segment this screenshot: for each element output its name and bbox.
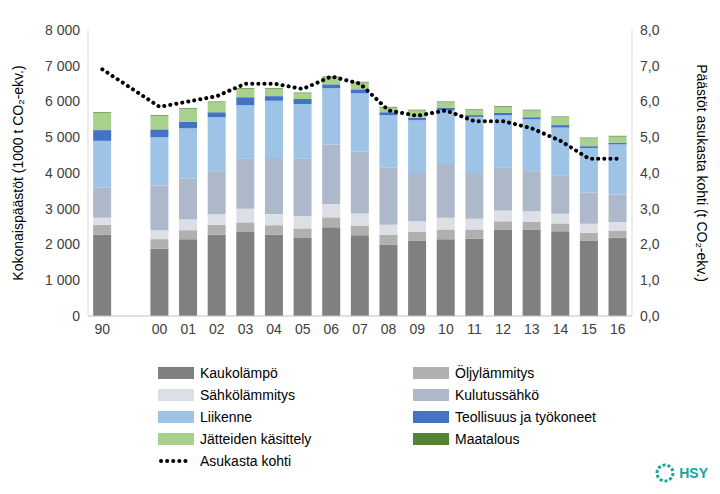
svg-text:0,0: 0,0 bbox=[640, 308, 660, 324]
svg-text:Päästöt asukasta kohti (t CO₂-: Päästöt asukasta kohti (t CO₂-ekv.) bbox=[694, 64, 710, 282]
svg-text:7,0: 7,0 bbox=[640, 58, 660, 74]
svg-text:90: 90 bbox=[95, 321, 111, 337]
svg-text:10: 10 bbox=[438, 321, 454, 337]
svg-text:6,0: 6,0 bbox=[640, 93, 660, 109]
svg-text:00: 00 bbox=[152, 321, 168, 337]
svg-text:4,0: 4,0 bbox=[640, 165, 660, 181]
html-text:Maatalous: Maatalous bbox=[455, 430, 520, 447]
svg-text:02: 02 bbox=[209, 321, 225, 337]
svg-text:1,0: 1,0 bbox=[640, 272, 660, 288]
svg-text:01: 01 bbox=[180, 321, 196, 337]
svg-text:08: 08 bbox=[381, 321, 397, 337]
svg-text:7 000: 7 000 bbox=[45, 58, 80, 74]
svg-text:12: 12 bbox=[495, 321, 511, 337]
svg-text:3,0: 3,0 bbox=[640, 201, 660, 217]
html-text:Kaukolämpö: Kaukolämpö bbox=[200, 364, 278, 381]
svg-text:0: 0 bbox=[72, 308, 80, 324]
svg-text:15: 15 bbox=[581, 321, 597, 337]
svg-text:09: 09 bbox=[409, 321, 425, 337]
svg-text:03: 03 bbox=[238, 321, 254, 337]
svg-text:07: 07 bbox=[352, 321, 368, 337]
svg-text:14: 14 bbox=[553, 321, 569, 337]
svg-text:06: 06 bbox=[324, 321, 340, 337]
svg-text:8,0: 8,0 bbox=[640, 22, 660, 38]
svg-text:04: 04 bbox=[266, 321, 282, 337]
html-text:Teollisuus ja työkoneet: Teollisuus ja työkoneet bbox=[455, 408, 596, 425]
html-text:Kulutussähkö: Kulutussähkö bbox=[455, 386, 540, 403]
svg-text:2 000: 2 000 bbox=[45, 236, 80, 252]
svg-text:1 000: 1 000 bbox=[45, 272, 80, 288]
html-text:Öljylämmitys: Öljylämmitys bbox=[455, 364, 535, 381]
svg-text:8 000: 8 000 bbox=[45, 22, 80, 38]
svg-text:5 000: 5 000 bbox=[45, 129, 80, 145]
html-text:HSY: HSY bbox=[679, 465, 708, 481]
svg-text:16: 16 bbox=[610, 321, 626, 337]
svg-text:13: 13 bbox=[524, 321, 540, 337]
html-text:Sähkölämmitys: Sähkölämmitys bbox=[200, 386, 295, 403]
svg-text:6 000: 6 000 bbox=[45, 93, 80, 109]
svg-text:05: 05 bbox=[295, 321, 311, 337]
svg-text:2,0: 2,0 bbox=[640, 236, 660, 252]
svg-text:4 000: 4 000 bbox=[45, 165, 80, 181]
html-text:Liikenne: Liikenne bbox=[200, 408, 253, 425]
svg-text:5,0: 5,0 bbox=[640, 129, 660, 145]
svg-text:Kokonaispäästöt (1000 t CO₂-ek: Kokonaispäästöt (1000 t CO₂-ekv.) bbox=[10, 65, 26, 280]
svg-text:11: 11 bbox=[467, 321, 482, 337]
html-text:Jätteiden käsittely: Jätteiden käsittely bbox=[200, 430, 312, 447]
svg-text:3 000: 3 000 bbox=[45, 201, 80, 217]
html-text:Asukasta kohti: Asukasta kohti bbox=[200, 452, 292, 469]
